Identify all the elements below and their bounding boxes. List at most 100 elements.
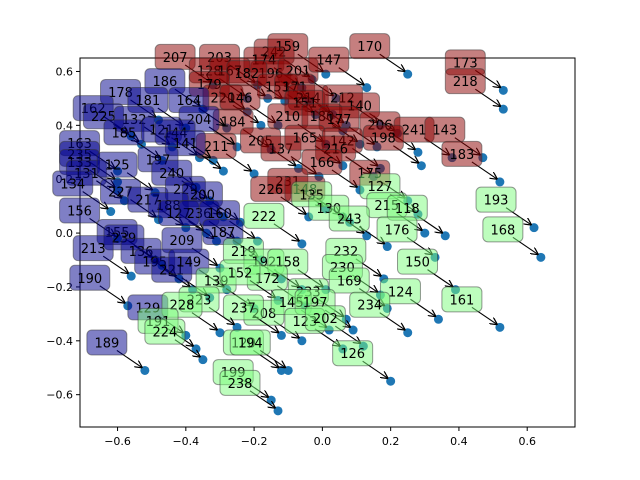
annotation-blue: 209: [161, 227, 217, 266]
label-box: [328, 267, 370, 294]
point-label: 237: [231, 301, 256, 316]
point-label: 222: [251, 210, 276, 225]
annotation-green: 243: [328, 205, 384, 244]
point-label: 124: [388, 285, 413, 300]
label-box: [475, 186, 517, 213]
label-box: [376, 216, 418, 243]
x-tick-label: 0.6: [518, 435, 536, 448]
annotation-green: 169: [328, 267, 384, 306]
label-box: [349, 33, 391, 60]
point-label: 185: [112, 126, 137, 141]
annotation-green: 124: [379, 278, 435, 317]
label-box: [304, 305, 346, 332]
label-box: [441, 286, 483, 313]
annotation-green: 202: [304, 305, 360, 344]
point-label: 182: [234, 67, 259, 82]
annotation-red: 218: [444, 68, 500, 107]
label-box: [222, 294, 264, 321]
point-label: 143: [432, 124, 457, 139]
annotation-green: 150: [397, 248, 453, 287]
label-box: [229, 329, 271, 356]
point-label: 227: [108, 186, 133, 201]
annotation-blue: 213: [72, 235, 128, 274]
point-label: 150: [405, 256, 430, 271]
point-label: 118: [395, 202, 420, 217]
annotation-red: 198: [362, 124, 418, 163]
point-label: 241: [402, 124, 427, 139]
point-label: 189: [94, 336, 119, 351]
label-box: [59, 197, 101, 224]
y-tick-label: 0.0: [56, 227, 74, 240]
point-label: 170: [357, 40, 382, 55]
point-label: 172: [255, 272, 280, 287]
annotation-red: 147: [308, 46, 364, 85]
label-box: [362, 124, 404, 151]
annotation-blue: 149: [168, 248, 224, 287]
x-tick-label: 0.4: [450, 435, 468, 448]
point-label: 200: [190, 188, 215, 203]
annotation-red: 177: [318, 105, 374, 144]
label-box: [219, 259, 261, 286]
point-label: 243: [337, 213, 362, 228]
label-box: [482, 216, 524, 243]
label-box: [144, 318, 186, 345]
point-label: 211: [204, 140, 229, 155]
annotation-green: 161: [441, 286, 497, 325]
point-label: 176: [385, 223, 410, 238]
point-label: 165: [292, 132, 317, 147]
point-label: 218: [453, 75, 478, 90]
annotation-green: 234: [349, 291, 405, 330]
point-label: 164: [176, 94, 201, 109]
point-label: 224: [152, 326, 177, 341]
point-label: 234: [357, 299, 382, 314]
label-box: [86, 329, 128, 356]
point-label: 213: [81, 242, 106, 257]
label-box: [72, 235, 114, 262]
point-label: 187: [211, 226, 236, 241]
point-label: 183: [449, 148, 474, 163]
x-tick-label: −0.6: [104, 435, 131, 448]
point-label: 210: [275, 110, 300, 125]
label-box: [349, 291, 391, 318]
annotation-blue: 156: [59, 197, 115, 236]
x-axis: −0.6 −0.4 −0.2 0.0 0.2 0.4 0.6: [104, 427, 536, 448]
annotation-blue: 134: [52, 170, 108, 209]
point-label: 169: [337, 274, 362, 289]
point-label: 173: [453, 56, 478, 71]
point-label: 190: [77, 272, 102, 287]
label-box: [379, 278, 421, 305]
label-box: [69, 264, 111, 291]
annotation-green: 176: [376, 216, 432, 255]
point-label: 198: [371, 132, 396, 147]
y-tick-label: −0.4: [46, 335, 73, 348]
label-box: [328, 205, 370, 232]
annotation-blue: 189: [86, 329, 142, 368]
annotation-red: 170: [349, 33, 405, 72]
annotation-red: 182: [226, 60, 282, 98]
x-tick-label: −0.4: [172, 435, 199, 448]
annotation-blue: 190: [69, 264, 125, 303]
annotation-green: 238: [219, 369, 275, 408]
point-label: 149: [176, 256, 201, 271]
annotation-red: 166: [301, 148, 357, 187]
annotation-blue: 125: [96, 151, 152, 190]
label-box: [441, 140, 483, 167]
annotation-red: 146: [219, 84, 275, 123]
label-box: [308, 46, 350, 73]
annotation-red: 183: [441, 140, 497, 179]
label-box: [96, 151, 138, 178]
point-label: 141: [173, 137, 198, 152]
point-label: 127: [368, 180, 393, 195]
point-label: 184: [221, 116, 246, 131]
y-tick-label: −0.2: [46, 281, 73, 294]
y-tick-label: −0.6: [46, 389, 73, 402]
label-box: [397, 248, 439, 275]
point-label: 156: [67, 204, 92, 219]
point-label: 193: [484, 194, 509, 209]
point-label: 186: [152, 75, 177, 90]
y-tick-label: 0.6: [56, 65, 74, 78]
annotation-red: 143: [424, 116, 480, 155]
point-label: 181: [135, 94, 160, 109]
point-label: 194: [238, 336, 263, 351]
